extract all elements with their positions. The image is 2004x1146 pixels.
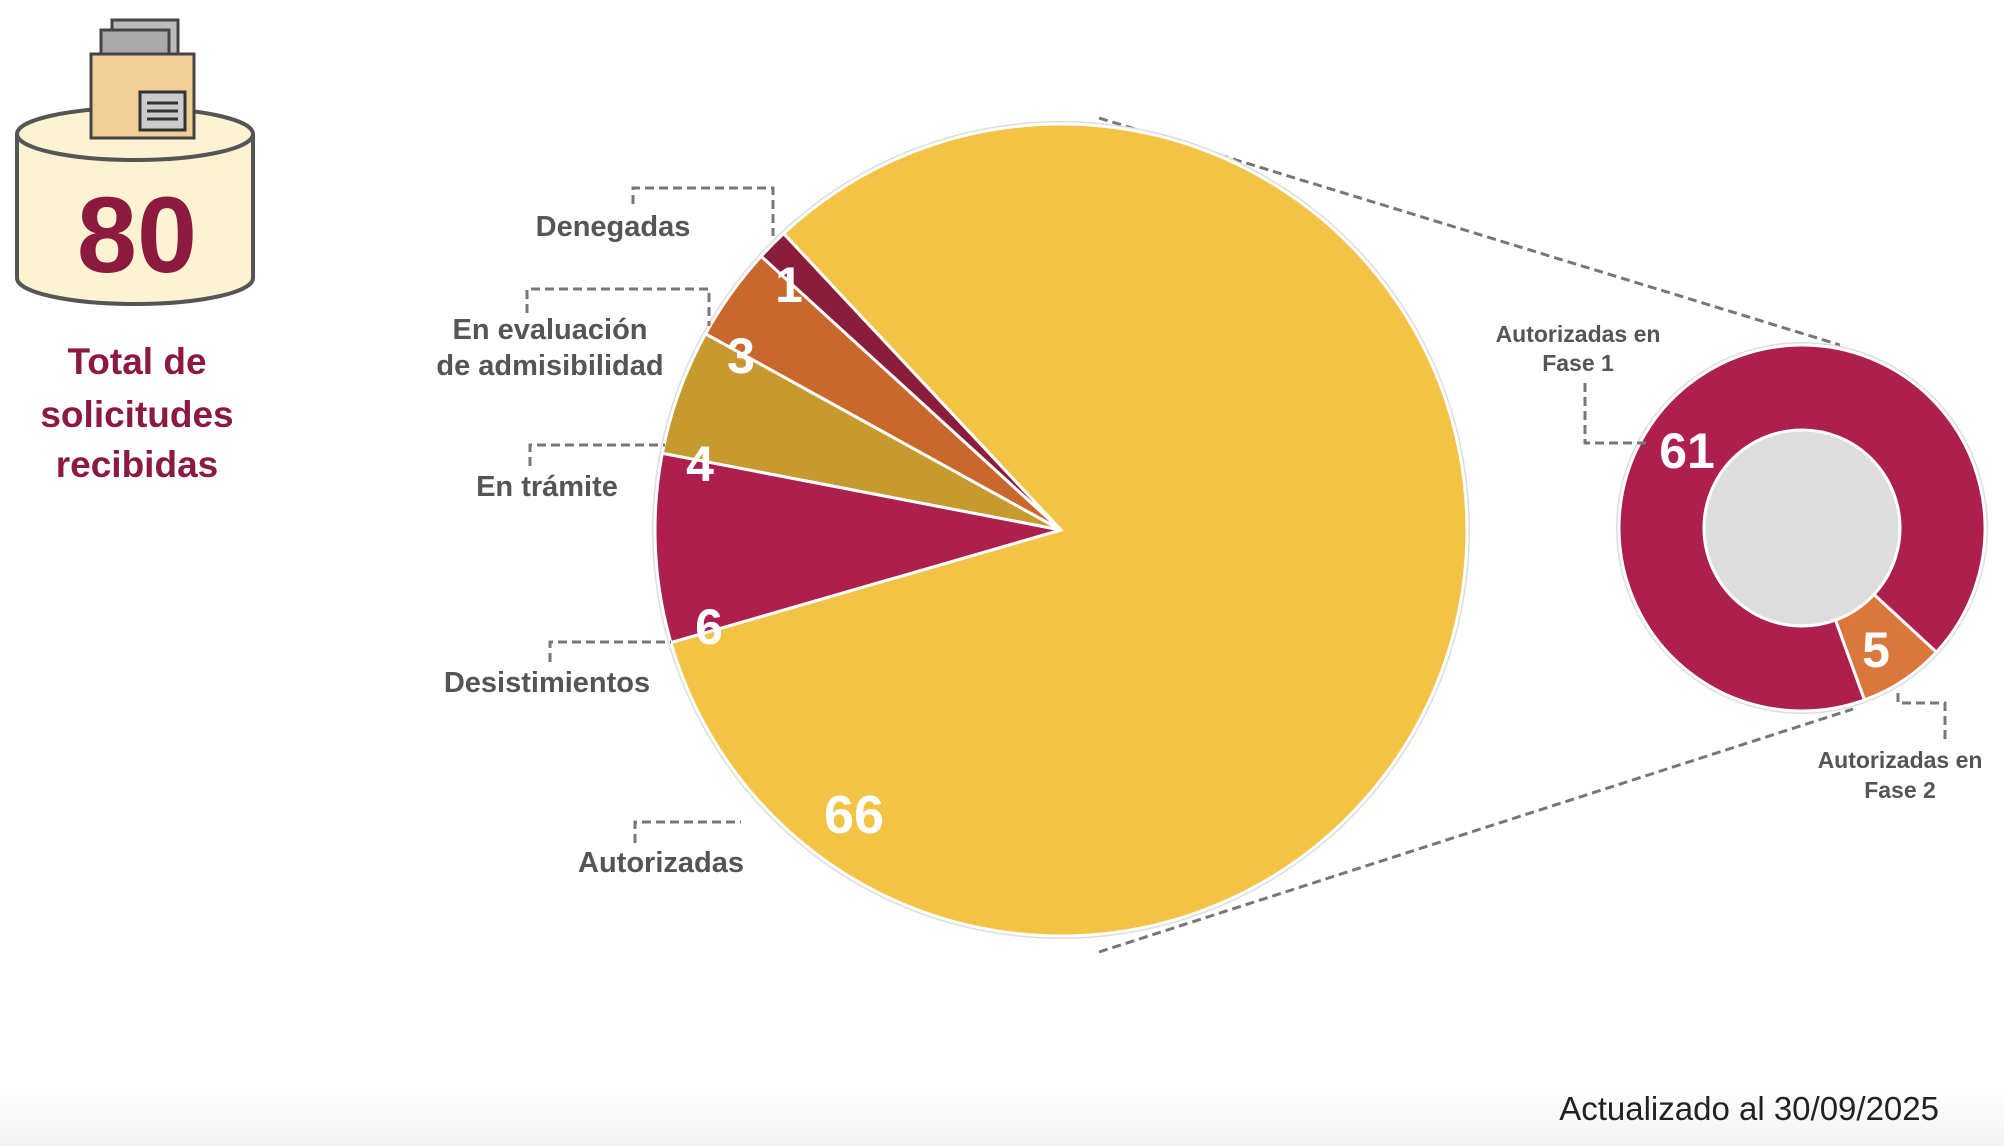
- total-counter: 80 Total de solicitudes recibidas: [15, 18, 255, 485]
- zoom-connector-bottom: [1098, 707, 1854, 954]
- archive-box-icon: [89, 18, 196, 140]
- value-denegadas: 1: [775, 257, 803, 313]
- total-label-line-1: Total de: [67, 341, 206, 382]
- value-evaluacion: 3: [727, 328, 755, 384]
- total-value: 80: [77, 174, 197, 295]
- label-fase2-1: Autorizadas en: [1818, 747, 1983, 773]
- slice-autorizadas-en-fase-2: [1833, 592, 1939, 702]
- value-autorizadas: 66: [824, 785, 884, 845]
- label-tramite: En trámite: [476, 471, 618, 503]
- leader-desistimientos: [548, 640, 671, 662]
- label-evaluacion-2: de admisibilidad: [436, 350, 663, 382]
- value-fase2: 5: [1862, 622, 1890, 678]
- value-desistimientos: 6: [695, 599, 723, 655]
- main-pie: [652, 121, 1470, 939]
- label-fase1-2: Fase 1: [1542, 350, 1614, 376]
- leader-fase1: [1583, 383, 1648, 445]
- leader-denegadas: [631, 186, 775, 236]
- total-label-line-3: recibidas: [56, 444, 218, 485]
- label-autorizadas: Autorizadas: [578, 847, 744, 879]
- slice-denegadas: [759, 231, 1063, 532]
- slice-autorizadas: [669, 122, 1469, 938]
- slice-desistimientos: [653, 451, 1062, 645]
- leader-tramite: [528, 443, 665, 466]
- total-label-line-2: solicitudes: [40, 394, 233, 435]
- cylinder-icon: [15, 134, 255, 306]
- value-fase1: 61: [1659, 423, 1715, 479]
- updated-date: Actualizado al 30/09/2025: [1559, 1090, 1939, 1127]
- label-desistimientos: Desistimientos: [444, 667, 650, 699]
- leader-evaluacion: [525, 287, 711, 326]
- value-tramite: 4: [686, 436, 714, 492]
- slice-autorizadas-en-fase-1: [1617, 343, 1987, 713]
- leader-autorizadas: [633, 820, 741, 843]
- label-fase2-2: Fase 2: [1864, 777, 1936, 803]
- label-fase1-1: Autorizadas en: [1496, 321, 1661, 347]
- phase-donut: [1616, 342, 1988, 714]
- bottom-band: [0, 1086, 2004, 1146]
- label-denegadas: Denegadas: [536, 211, 691, 243]
- leader-fase2: [1896, 690, 1947, 739]
- label-evaluacion-1: En evaluación: [452, 314, 647, 346]
